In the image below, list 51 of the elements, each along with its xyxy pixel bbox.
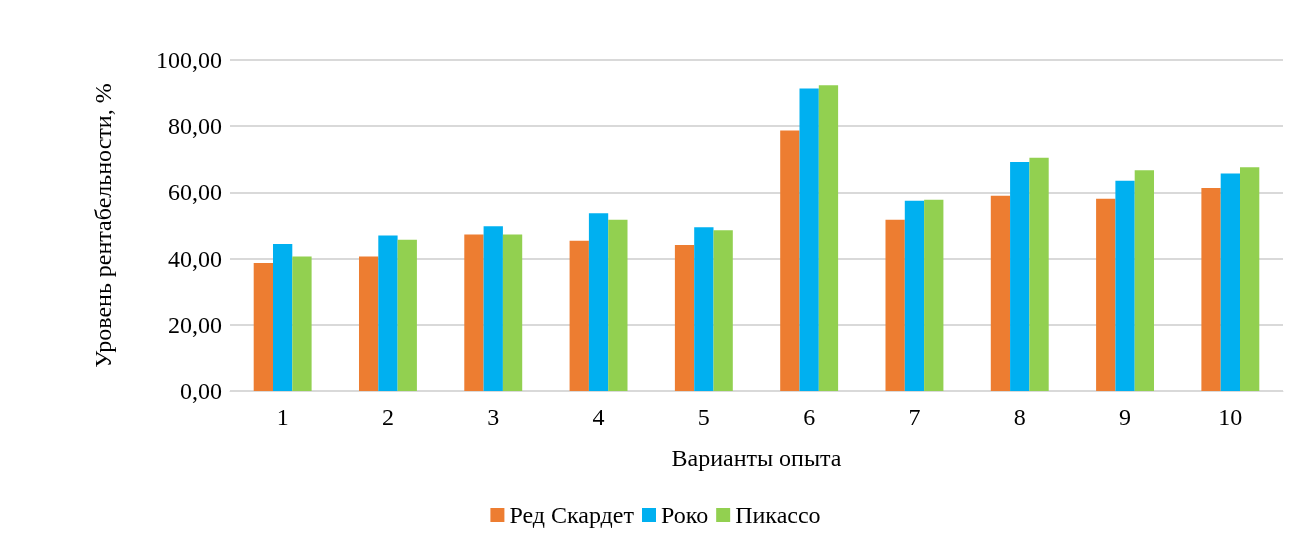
bar bbox=[483, 226, 503, 391]
y-axis-title: Уровень рентабельности, % bbox=[90, 83, 116, 368]
bar bbox=[273, 244, 293, 391]
bar bbox=[818, 85, 839, 391]
x-tick-label: 9 bbox=[1119, 404, 1132, 430]
bar bbox=[358, 256, 379, 391]
bar bbox=[674, 245, 695, 391]
bar bbox=[1115, 180, 1135, 391]
bar bbox=[397, 239, 417, 391]
x-tick-label: 10 bbox=[1218, 404, 1243, 430]
bar bbox=[885, 219, 905, 391]
bar bbox=[464, 234, 484, 391]
x-tick-label: 5 bbox=[697, 404, 710, 430]
x-tick-label: 2 bbox=[381, 404, 394, 430]
x-tick-label: 6 bbox=[803, 404, 816, 430]
bar bbox=[904, 200, 925, 391]
legend-label: Роко bbox=[660, 502, 709, 528]
bar bbox=[780, 130, 800, 391]
bar bbox=[502, 234, 523, 391]
y-tick-label: 0,00 bbox=[180, 378, 222, 404]
bar bbox=[1201, 188, 1221, 391]
y-tick-label: 100,00 bbox=[156, 47, 222, 73]
bar bbox=[799, 88, 819, 391]
bar bbox=[1029, 157, 1049, 391]
bar bbox=[292, 256, 312, 391]
x-tick-label: 3 bbox=[487, 404, 500, 430]
x-axis-title: Варианты опыта bbox=[671, 445, 842, 471]
x-tick-label: 8 bbox=[1013, 404, 1026, 430]
y-tick-label: 40,00 bbox=[168, 245, 222, 272]
bar bbox=[694, 227, 714, 391]
bar bbox=[569, 240, 589, 391]
bar bbox=[378, 235, 398, 391]
bar bbox=[1240, 167, 1260, 391]
bar bbox=[924, 199, 944, 391]
bar bbox=[588, 213, 609, 391]
bar bbox=[1134, 170, 1155, 391]
bar bbox=[713, 230, 733, 391]
legend-label: Пикассо bbox=[735, 502, 821, 528]
x-tick-label: 4 bbox=[592, 404, 605, 430]
x-tick-label: 7 bbox=[908, 404, 921, 430]
x-tick-label: 1 bbox=[276, 404, 289, 430]
bar bbox=[1096, 198, 1116, 391]
legend-label: Ред Скардет bbox=[509, 502, 635, 528]
bar bbox=[253, 262, 273, 391]
y-tick-label: 60,00 bbox=[168, 179, 222, 206]
y-tick-label: 20,00 bbox=[168, 311, 222, 338]
bar bbox=[990, 195, 1011, 391]
bar bbox=[608, 219, 628, 391]
y-tick-label: 80,00 bbox=[168, 113, 222, 140]
bar bbox=[1010, 161, 1030, 391]
bar bbox=[1220, 173, 1240, 391]
